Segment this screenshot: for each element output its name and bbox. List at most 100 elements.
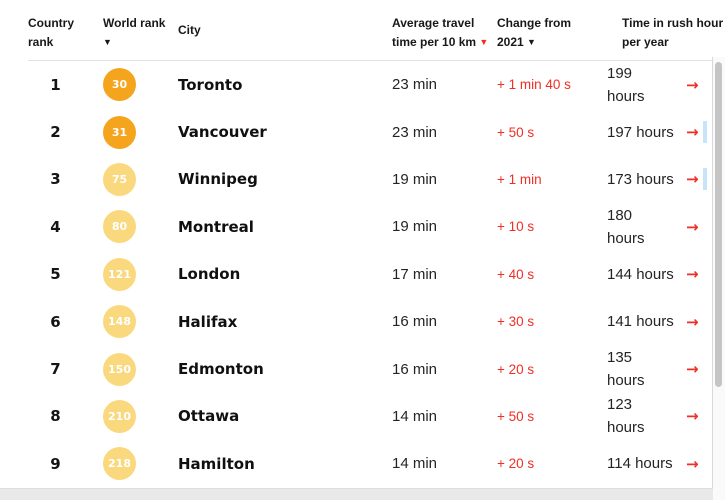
rush-hour-cell: 173 hours (607, 168, 686, 191)
rush-hour-cell: 141 hours (607, 310, 686, 333)
avg-travel-time-value: 14 min (392, 455, 438, 473)
arrow-right-icon[interactable]: → (686, 265, 699, 284)
col-header-world-rank[interactable]: World rank ▼ (103, 0, 178, 60)
city-name: Winnipeg (178, 170, 258, 189)
city-cell: Ottawa (178, 407, 392, 425)
table-row[interactable]: 6 148 Halifax 16 min + 30 s 141 hours → (28, 298, 712, 345)
world-rank-cell: 75 (103, 162, 178, 196)
avg-travel-time-value: 19 min (392, 170, 438, 188)
city-name: Edmonton (178, 360, 264, 379)
arrow-right-icon[interactable]: → (686, 454, 699, 473)
country-rank-cell: 4 (28, 218, 103, 236)
change-from-2021-value: + 20 s (497, 361, 535, 377)
col-header-country-rank: Country rank (28, 0, 103, 60)
country-rank-value: 2 (50, 123, 61, 142)
city-name: London (178, 265, 241, 284)
row-link-cell: → (686, 265, 712, 283)
change-from-2021-value: + 1 min (497, 171, 542, 187)
world-rank-cell: 30 (103, 68, 178, 102)
table-row[interactable]: 2 31 Vancouver 23 min + 50 s 197 hours → (28, 108, 712, 155)
rush-hour-cell: 144 hours (607, 263, 686, 286)
change-from-2021-cell: + 50 s (497, 125, 607, 140)
city-cell: Montreal (178, 218, 392, 236)
row-link-cell: → (686, 313, 712, 331)
world-rank-cell: 121 (103, 257, 178, 291)
change-from-2021-cell: + 30 s (497, 314, 607, 329)
table-row[interactable]: 9 218 Hamilton 14 min + 20 s 114 hours → (28, 440, 712, 487)
world-rank-cell: 218 (103, 447, 178, 481)
world-rank-badge: 31 (103, 115, 136, 149)
table-row[interactable]: 5 121 London 17 min + 40 s 144 hours → (28, 251, 712, 298)
city-cell: London (178, 265, 392, 283)
country-rank-value: 6 (50, 312, 61, 331)
sort-desc-icon[interactable]: ▼ (103, 37, 112, 47)
avg-travel-time-value: 17 min (392, 265, 438, 283)
horizontal-scrollbar-track[interactable] (0, 488, 713, 500)
rush-hour-value: 173 hours (607, 170, 674, 188)
change-from-2021-cell: + 10 s (497, 219, 607, 234)
row-link-cell: → (686, 168, 712, 191)
table-right-border (712, 57, 713, 500)
col-header-avg-travel-time[interactable]: Average travel time per 10 km ▼ (392, 0, 497, 60)
country-rank-value: 5 (50, 265, 61, 284)
change-from-2021-value: + 30 s (497, 314, 535, 330)
rush-hour-cell: 123 hours (607, 393, 686, 439)
selection-caret (702, 121, 707, 144)
arrow-right-icon[interactable]: → (686, 312, 699, 331)
rush-hour-value: 197 hours (607, 123, 674, 141)
table-row[interactable]: 8 210 Ottawa 14 min + 50 s 123 hours → (28, 393, 712, 440)
rush-hour-value: 144 hours (607, 265, 674, 283)
vertical-scrollbar-track[interactable] (713, 57, 725, 500)
avg-travel-time-cell: 14 min (392, 455, 497, 472)
country-rank-value: 3 (50, 170, 61, 189)
change-from-2021-cell: + 50 s (497, 409, 607, 424)
avg-travel-time-cell: 23 min (392, 124, 497, 141)
vertical-scrollbar-thumb[interactable] (715, 62, 722, 387)
table-row[interactable]: 3 75 Winnipeg 19 min + 1 min 173 hours → (28, 156, 712, 203)
arrow-right-icon[interactable]: → (686, 75, 699, 94)
table-row[interactable]: 4 80 Montreal 19 min + 10 s 180 hours → (28, 203, 712, 250)
country-rank-cell: 7 (28, 360, 103, 378)
sort-desc-icon[interactable]: ▼ (479, 37, 489, 47)
country-rank-cell: 1 (28, 76, 103, 94)
arrow-right-icon[interactable]: → (686, 360, 699, 379)
arrow-right-icon[interactable]: → (686, 170, 699, 189)
country-rank-cell: 3 (28, 170, 103, 188)
arrow-right-icon[interactable]: → (686, 217, 699, 236)
arrow-right-icon[interactable]: → (686, 123, 699, 142)
arrow-right-icon[interactable]: → (686, 407, 699, 426)
rush-hour-cell: 199 hours (607, 62, 686, 108)
change-from-2021-value: + 10 s (497, 219, 535, 235)
world-rank-cell: 31 (103, 115, 178, 149)
col-header-city: City (178, 0, 392, 60)
world-rank-badge: 30 (103, 68, 136, 102)
sort-desc-icon[interactable]: ▼ (527, 37, 536, 47)
world-rank-badge: 75 (103, 162, 136, 196)
col-header-label: World rank (103, 16, 166, 30)
table-row[interactable]: 7 150 Edmonton 16 min + 20 s 135 hours → (28, 345, 712, 392)
world-rank-cell: 210 (103, 399, 178, 433)
rush-hour-value: 135 hours (607, 349, 645, 390)
row-link-cell: → (686, 76, 712, 94)
rush-hour-value: 199 hours (607, 64, 645, 105)
world-rank-cell: 80 (103, 210, 178, 244)
col-header-label: Country rank (28, 16, 74, 49)
country-rank-cell: 9 (28, 455, 103, 473)
col-header-label: Average travel time per 10 km (392, 16, 477, 49)
table-row[interactable]: 1 30 Toronto 23 min + 1 min 40 s 199 hou… (28, 61, 712, 108)
change-from-2021-value: + 1 min 40 s (497, 77, 571, 93)
col-header-label: City (178, 22, 201, 37)
col-header-label: Time in rush hour per year (622, 16, 724, 49)
city-name: Halifax (178, 312, 238, 331)
col-header-change-from-2021[interactable]: Change from 2021 ▼ (497, 0, 607, 60)
city-cell: Edmonton (178, 360, 392, 378)
rush-hour-value: 114 hours (607, 455, 673, 473)
avg-travel-time-value: 19 min (392, 218, 438, 236)
col-header-spacer (686, 0, 712, 60)
change-from-2021-cell: + 20 s (497, 362, 607, 377)
table-body: 1 30 Toronto 23 min + 1 min 40 s 199 hou… (28, 61, 712, 488)
avg-travel-time-cell: 19 min (392, 171, 497, 188)
row-link-cell: → (686, 455, 712, 473)
